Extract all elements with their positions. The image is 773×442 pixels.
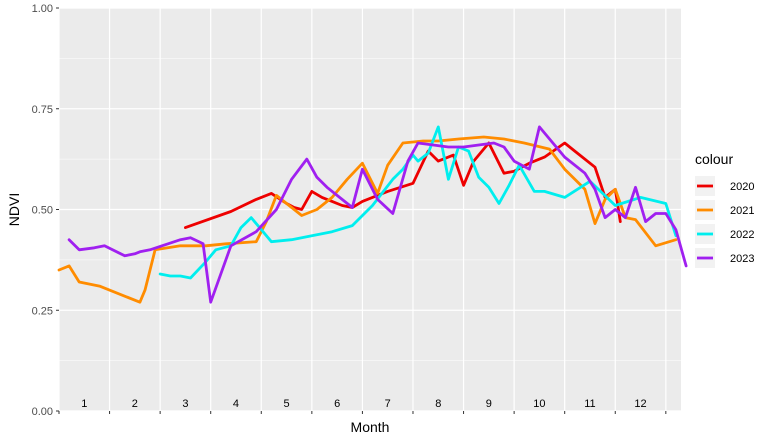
month-labels: 1 2 3 4 5 6 7 8 9 10 11 12 xyxy=(81,398,646,410)
grid-minor xyxy=(59,58,681,361)
legend-label-2021: 2021 xyxy=(730,205,754,217)
month-label: 2 xyxy=(132,398,138,410)
month-label: 11 xyxy=(584,398,595,410)
month-label: 5 xyxy=(283,398,289,410)
month-label: 3 xyxy=(182,398,188,410)
series-line-2023 xyxy=(67,125,688,304)
legend-label-2023: 2023 xyxy=(730,253,754,265)
month-label: 10 xyxy=(533,398,545,410)
y-tick-label: 1.00 xyxy=(32,3,53,15)
y-axis: 0.00 0.25 0.50 0.75 1.00 xyxy=(32,3,59,418)
legend: colour 2020 2021 2022 2023 xyxy=(695,151,754,268)
y-axis-title: NDVI xyxy=(6,193,22,226)
y-tick-label: 0.25 xyxy=(32,305,53,317)
month-label: 12 xyxy=(634,398,646,410)
x-axis xyxy=(58,411,667,414)
month-label: 7 xyxy=(385,398,391,410)
series-lines xyxy=(57,125,688,304)
month-label: 9 xyxy=(486,398,492,410)
legend-label-2020: 2020 xyxy=(730,181,754,193)
month-label: 6 xyxy=(334,398,340,410)
month-label: 4 xyxy=(233,398,239,410)
series-line-2021 xyxy=(57,135,678,304)
month-label: 8 xyxy=(435,398,441,410)
y-tick-label: 0.75 xyxy=(32,104,53,116)
month-label: 1 xyxy=(81,398,87,410)
legend-label-2022: 2022 xyxy=(730,229,754,241)
legend-title: colour xyxy=(695,151,733,167)
x-axis-title: Month xyxy=(351,419,390,435)
y-tick-label: 0.50 xyxy=(32,205,53,217)
y-tick-label: 0.00 xyxy=(32,406,53,418)
